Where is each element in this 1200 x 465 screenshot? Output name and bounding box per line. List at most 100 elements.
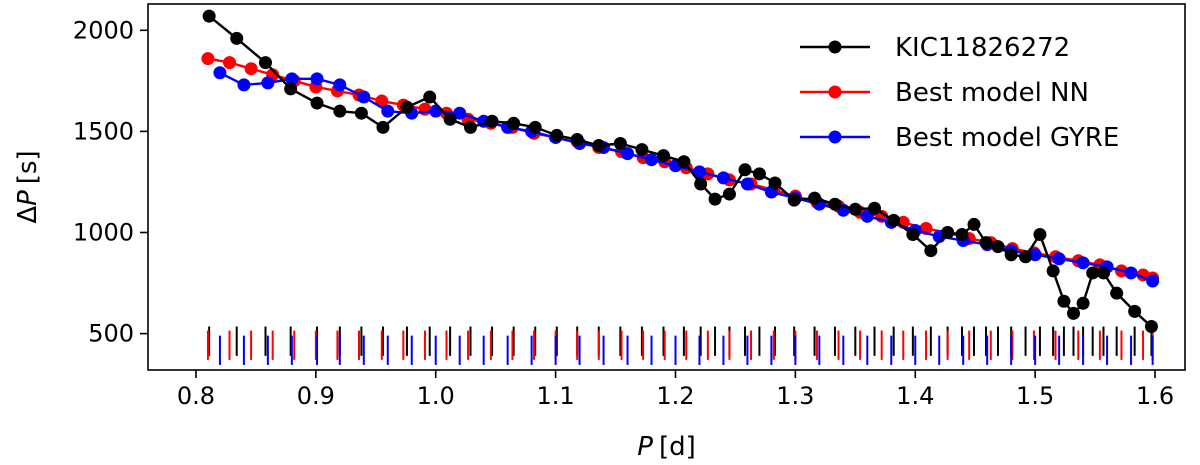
y-axis-label-unit: [s] xyxy=(13,150,43,184)
data-point xyxy=(333,104,347,118)
data-point xyxy=(752,167,766,181)
data-point xyxy=(443,112,457,126)
data-point xyxy=(375,94,389,108)
x-axis-label-symbol: P xyxy=(637,432,653,462)
x-tick-label: 1.1 xyxy=(537,382,575,410)
legend-marker xyxy=(828,130,842,144)
data-point xyxy=(1144,320,1158,334)
data-point xyxy=(310,96,324,110)
y-tick-label: 2000 xyxy=(73,16,134,44)
data-point xyxy=(708,192,722,206)
legend-item: Best model GYRE xyxy=(800,123,1119,153)
data-point xyxy=(550,128,564,142)
data-point xyxy=(787,193,801,207)
x-tick-label: 0.8 xyxy=(177,382,215,410)
data-point xyxy=(453,106,467,120)
data-point xyxy=(201,52,215,66)
data-point xyxy=(694,177,708,191)
data-point xyxy=(906,228,920,242)
x-axis-label: P [d] xyxy=(637,432,695,462)
data-point xyxy=(202,9,216,23)
legend-item: KIC11826272 xyxy=(800,33,1070,63)
data-point xyxy=(1057,294,1071,308)
y-axis-label-symbol: P xyxy=(13,190,43,206)
data-point xyxy=(310,72,324,86)
data-point xyxy=(677,155,691,169)
data-point xyxy=(613,137,627,151)
data-point xyxy=(423,90,437,104)
data-point xyxy=(213,66,227,80)
data-point xyxy=(848,202,862,216)
x-tick-label: 1.6 xyxy=(1136,382,1174,410)
data-point xyxy=(1004,248,1018,262)
data-point xyxy=(1128,304,1142,318)
data-point xyxy=(1124,266,1138,280)
data-point xyxy=(244,62,258,76)
axes-frame xyxy=(147,3,1186,371)
data-point xyxy=(1076,296,1090,310)
data-point xyxy=(354,106,368,120)
data-point xyxy=(979,236,993,250)
x-tick-label: 1.0 xyxy=(417,382,455,410)
data-point xyxy=(418,102,432,116)
data-point xyxy=(722,187,736,201)
y-axis-ticks: 500 1000 1500 2000 xyxy=(73,16,148,348)
data-point xyxy=(1052,252,1066,266)
legend-label: Best model NN xyxy=(895,78,1089,108)
data-point xyxy=(1076,256,1090,270)
data-point xyxy=(357,90,371,104)
legend-label: Best model GYRE xyxy=(895,123,1119,153)
data-point xyxy=(887,213,901,227)
x-tick-label: 0.9 xyxy=(297,382,335,410)
data-point xyxy=(740,177,754,191)
data-point xyxy=(808,191,822,205)
data-point xyxy=(528,120,542,134)
data-point xyxy=(223,56,237,70)
data-point xyxy=(991,240,1005,254)
data-point xyxy=(1046,264,1060,278)
y-axis-label-prefix: Δ xyxy=(13,206,43,224)
data-point xyxy=(716,171,730,185)
data-point xyxy=(333,78,347,92)
data-point xyxy=(1019,250,1033,264)
legend: KIC11826272 Best model NN Best model GYRE xyxy=(800,33,1119,153)
data-point xyxy=(1146,274,1160,288)
x-axis-ticks: 0.8 0.9 1.0 1.1 1.2 1.3 1.4 1.5 1.6 xyxy=(177,370,1174,410)
data-point xyxy=(261,76,275,90)
data-point xyxy=(258,56,272,70)
data-point xyxy=(400,100,414,114)
data-point xyxy=(381,104,395,118)
legend-marker xyxy=(828,85,842,99)
series-layer xyxy=(201,9,1160,334)
data-point xyxy=(230,31,244,45)
x-tick-label: 1.3 xyxy=(776,382,814,410)
data-point xyxy=(285,72,299,86)
data-point xyxy=(1096,266,1110,280)
data-point xyxy=(1067,306,1081,320)
data-point xyxy=(738,163,752,177)
data-point xyxy=(1086,266,1100,280)
data-point xyxy=(237,78,251,92)
data-point xyxy=(485,114,499,128)
period-markers-best-model-nn xyxy=(206,330,1154,360)
data-point xyxy=(1033,228,1047,242)
data-point xyxy=(955,228,969,242)
data-point xyxy=(657,149,671,163)
period-markers-best-model-gyre xyxy=(218,335,1154,365)
y-tick-label: 1500 xyxy=(73,117,134,145)
data-point xyxy=(645,153,659,167)
legend-label: KIC11826272 xyxy=(895,33,1070,63)
data-point xyxy=(570,132,584,146)
y-tick-label: 500 xyxy=(88,320,134,348)
data-point xyxy=(507,116,521,130)
data-point xyxy=(284,82,298,96)
data-point xyxy=(967,217,981,231)
legend-item: Best model NN xyxy=(800,78,1089,108)
period-markers xyxy=(206,326,1154,365)
data-point xyxy=(828,197,842,211)
data-point xyxy=(621,147,635,161)
data-point xyxy=(376,120,390,134)
y-axis-label: ΔP [s] xyxy=(13,150,43,223)
legend-marker xyxy=(828,40,842,54)
